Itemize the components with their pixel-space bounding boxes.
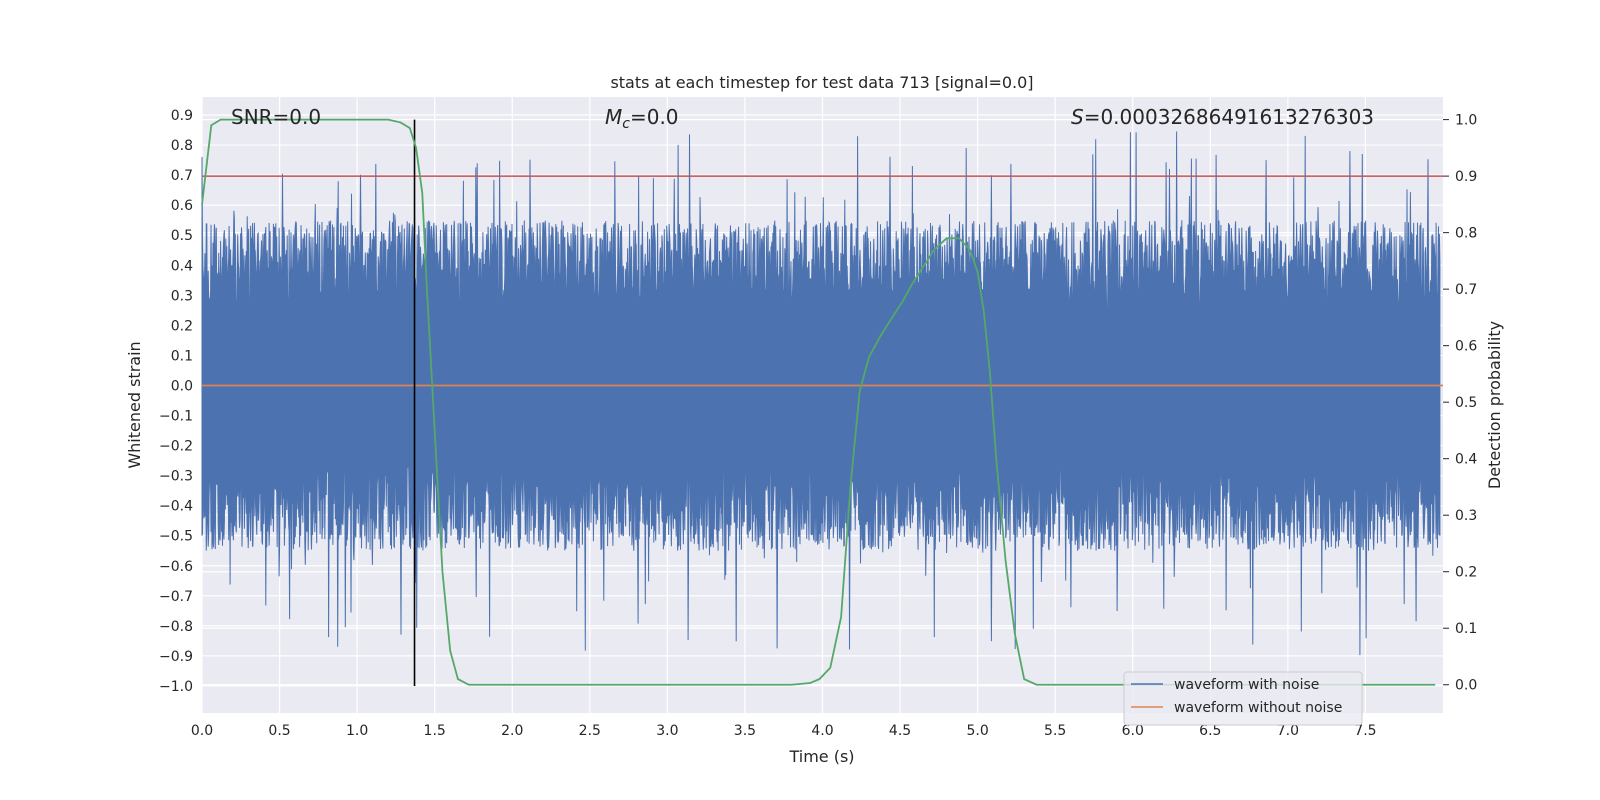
mc-value: =0.0 <box>630 105 679 129</box>
y-tick-label: 0.4 <box>171 258 193 274</box>
x-tick-label: 0.0 <box>191 723 213 739</box>
legend-label-clean: waveform without noise <box>1174 700 1342 716</box>
y-axis-label: Whitened strain <box>125 341 144 468</box>
y-tick-label: −0.7 <box>159 589 193 605</box>
legend-label-noise: waveform with noise <box>1174 677 1319 693</box>
y2-tick-label: 0.0 <box>1455 678 1477 694</box>
y2-axis-ticks: 1.0 0.9 0.8 0.7 0.6 0.5 0.4 0.3 0.2 0.1 0.0 <box>1443 113 1477 694</box>
y2-tick-label: 0.4 <box>1455 452 1477 468</box>
detection-probability-curve <box>201 118 1436 686</box>
y-tick-label: −0.8 <box>159 619 193 635</box>
y-tick-label: 0.2 <box>171 318 193 334</box>
y-tick-label: −0.6 <box>159 559 193 575</box>
x-tick-label: 1.5 <box>424 723 446 739</box>
y2-tick-label: 0.7 <box>1455 282 1477 298</box>
y-tick-label: 0.7 <box>171 168 193 184</box>
x-tick-label: 7.0 <box>1277 723 1299 739</box>
x-tick-label: 5.5 <box>1044 723 1066 739</box>
legend-box <box>1123 671 1363 726</box>
x-tick-label: 7.5 <box>1354 723 1376 739</box>
x-tick-label: 6.0 <box>1122 723 1144 739</box>
y-tick-label: −0.3 <box>159 469 193 485</box>
y-tick-label: −0.5 <box>159 529 193 545</box>
s-annotation: S=0.00032686491613276303 <box>1071 105 1374 129</box>
x-tick-label: 5.0 <box>966 723 988 739</box>
y2-tick-label: 0.3 <box>1455 508 1477 524</box>
y-tick-label: −1.0 <box>159 679 193 695</box>
x-tick-label: 4.0 <box>811 723 833 739</box>
y2-tick-label: 0.5 <box>1455 395 1477 411</box>
x-tick-label: 2.5 <box>579 723 601 739</box>
x-tick-label: 1.0 <box>346 723 368 739</box>
x-tick-label: 2.0 <box>501 723 523 739</box>
s-symbol: S <box>1071 105 1084 129</box>
x-axis-ticks: 0.0 0.5 1.0 1.5 2.0 2.5 3.0 3.5 4.0 4.5 5.0 5.5 6.0 6… <box>191 723 1377 739</box>
y-tick-label: 0.3 <box>171 288 193 304</box>
mc-annotation: Mc=0.0 <box>605 105 679 132</box>
y2-axis-label: Detection probability <box>1485 321 1504 489</box>
y-tick-label: 0.5 <box>171 228 193 244</box>
s-value: =0.00032686491613276303 <box>1084 105 1374 129</box>
y2-tick-label: 0.2 <box>1455 565 1477 581</box>
noise-waveform <box>201 131 1441 656</box>
snr-annotation: SNR=0.0 <box>231 105 321 129</box>
y-tick-label: −0.9 <box>159 649 193 665</box>
y-tick-label: −0.1 <box>159 409 193 425</box>
y-tick-label: −0.2 <box>159 439 193 455</box>
noise-series <box>201 131 1441 656</box>
y-tick-label: 0.6 <box>171 198 193 214</box>
y-tick-label: −0.4 <box>159 499 193 515</box>
chart-title: stats at each timestep for test data 713… <box>610 73 1033 92</box>
legend: waveform with noise waveform without noi… <box>1123 671 1363 726</box>
mc-subscript: c <box>622 116 630 132</box>
x-tick-label: 0.5 <box>268 723 290 739</box>
mc-symbol: M <box>605 105 622 129</box>
y-tick-label: 0.9 <box>171 108 193 124</box>
x-axis-label: Time (s) <box>788 747 854 766</box>
y2-tick-label: 0.6 <box>1455 339 1477 355</box>
y-axis-ticks: 0.9 0.8 0.7 0.6 0.5 0.4 0.3 0.2 0.1 0.0 −0.1 −0.2 −0… <box>159 108 193 695</box>
y2-tick-label: 0.8 <box>1455 226 1477 242</box>
y2-tick-label: 0.9 <box>1455 169 1477 185</box>
y2-tick-label: 1.0 <box>1455 113 1477 129</box>
x-tick-label: 4.5 <box>889 723 911 739</box>
x-tick-label: 3.0 <box>656 723 678 739</box>
x-tick-label: 6.5 <box>1199 723 1221 739</box>
overlay-lines <box>201 118 1443 686</box>
y-tick-label: 0.0 <box>171 378 193 394</box>
y2-tick-label: 0.1 <box>1455 621 1477 637</box>
y-tick-label: 0.8 <box>171 138 193 154</box>
x-tick-label: 3.5 <box>734 723 756 739</box>
y-tick-label: 0.1 <box>171 348 193 364</box>
